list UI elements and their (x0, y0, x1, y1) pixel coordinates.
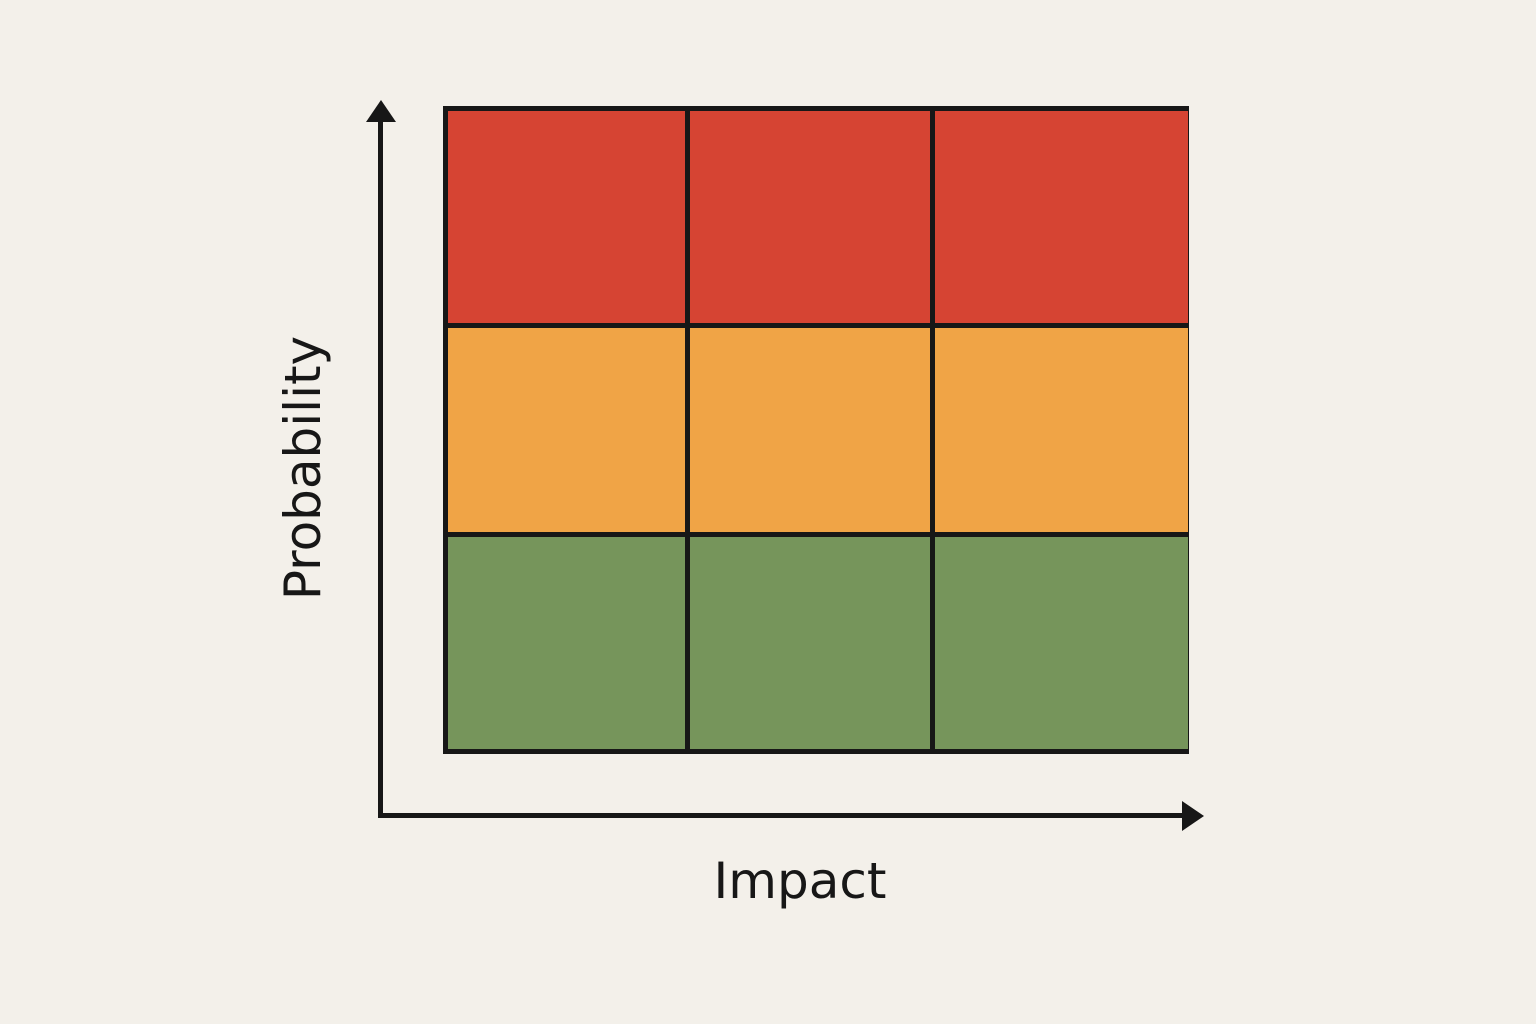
cell-low-1 (448, 537, 685, 749)
cell-medium-1 (448, 328, 685, 532)
x-axis-arrow-icon (1182, 801, 1204, 831)
y-axis-line (378, 116, 383, 818)
x-axis-line (378, 813, 1188, 818)
cell-low-3 (935, 537, 1188, 749)
cell-medium-3 (935, 328, 1188, 532)
cell-high-1 (448, 111, 685, 323)
cell-high-3 (935, 111, 1188, 323)
cell-medium-2 (690, 328, 930, 532)
risk-matrix-grid (443, 106, 1189, 754)
x-axis-label: Impact (713, 852, 887, 910)
cell-low-2 (690, 537, 930, 749)
y-axis-arrow-icon (366, 100, 396, 122)
y-axis-label: Probability (274, 335, 332, 601)
cell-high-2 (690, 111, 930, 323)
